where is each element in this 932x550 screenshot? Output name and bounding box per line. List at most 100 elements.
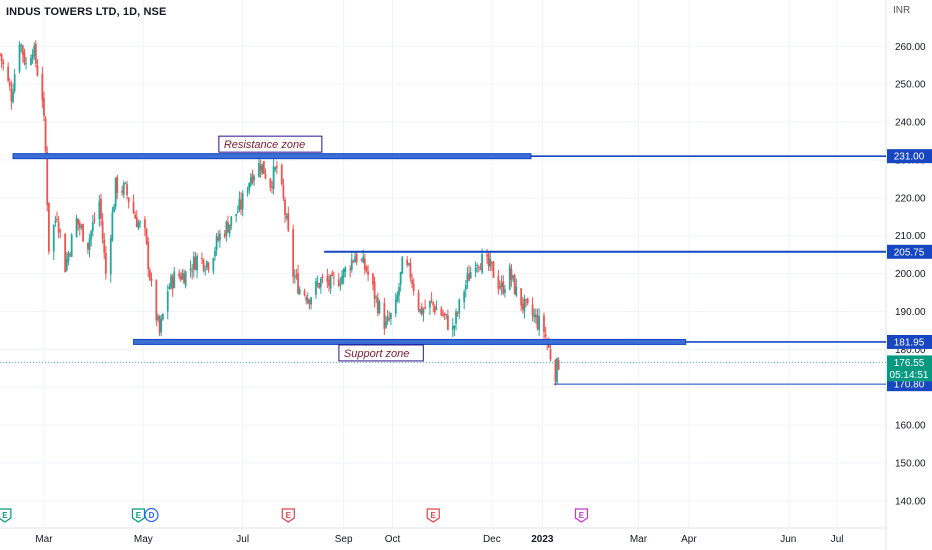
candle-body (502, 281, 505, 294)
candle-body (150, 279, 153, 281)
candle-body (275, 165, 278, 168)
candle-body (93, 219, 96, 221)
x-tick-label: Jul (236, 534, 249, 545)
support-price-label: 181.95 (894, 337, 925, 348)
candle-body (383, 303, 386, 330)
candle-body (399, 271, 402, 285)
earnings-icon[interactable] (0, 508, 12, 523)
candle-body (523, 298, 526, 312)
candle-body (316, 282, 319, 284)
candle-body (298, 289, 301, 294)
candle-body (253, 176, 255, 181)
y-tick-label: 160.00 (895, 421, 926, 432)
candle-body (445, 314, 448, 316)
candle-body (499, 286, 501, 289)
y-tick-label: 150.00 (895, 458, 926, 469)
candle-body (240, 199, 242, 210)
candle-body (469, 272, 472, 279)
candle-body (554, 360, 557, 382)
earnings-icon[interactable] (281, 508, 295, 523)
candle-body (139, 221, 141, 223)
candle-body (2, 61, 5, 65)
candle-body (419, 309, 422, 313)
candle-body (25, 63, 27, 65)
candle-body (386, 316, 389, 322)
event-label: D (149, 511, 155, 520)
candle-body (315, 281, 317, 295)
candle-body (271, 186, 273, 188)
candle-body (65, 258, 68, 271)
event-label: E (136, 511, 142, 520)
candle-body (179, 276, 182, 281)
y-tick-label: 200.00 (895, 269, 926, 280)
candle-body (385, 321, 387, 328)
candle-body (47, 202, 50, 252)
candle-body (533, 314, 536, 318)
candle-body (352, 261, 355, 263)
candle-body (272, 166, 275, 189)
candle-body (7, 66, 10, 81)
event-label: E (579, 511, 585, 520)
candle-body (0, 54, 3, 61)
candle-body (534, 314, 537, 318)
candle-body (30, 57, 32, 65)
candle-body (407, 263, 410, 265)
annotation-text: Resistance zone (224, 139, 305, 151)
candle-body (409, 262, 412, 278)
candle-body (549, 349, 552, 360)
candle-body (282, 185, 285, 199)
x-tick-label: May (134, 534, 153, 545)
candle-body (127, 197, 130, 203)
candle-body (20, 44, 23, 46)
candle-body (264, 173, 267, 179)
earnings-icon[interactable] (426, 508, 440, 523)
candle-body (521, 303, 524, 309)
candle-body (178, 273, 181, 277)
candle-body (132, 201, 135, 214)
y-tick-label: 210.00 (895, 231, 926, 242)
x-tick-label: Oct (385, 534, 401, 545)
candle-body (212, 258, 215, 272)
candle-body (214, 250, 216, 257)
candle-body (417, 292, 420, 311)
candle-body (525, 299, 527, 301)
candle-body (430, 299, 433, 301)
candle-body (440, 308, 443, 316)
mid-resistance-price-tag (887, 244, 932, 259)
candle-body (319, 278, 322, 288)
candle-body (181, 273, 184, 280)
candle-body (476, 265, 479, 267)
candle-body (13, 74, 16, 92)
candle-body (355, 254, 358, 262)
candle-body (166, 291, 169, 312)
candle-body (306, 298, 309, 303)
candle-body (329, 275, 332, 289)
candle-body (388, 318, 391, 320)
candle-body (155, 280, 158, 321)
earnings-icon[interactable] (574, 508, 589, 523)
event-label: E (2, 511, 8, 520)
candle-body (354, 256, 356, 263)
candle-body (36, 65, 39, 76)
candle-body (375, 296, 378, 298)
x-tick-label: Apr (681, 534, 697, 545)
candle-body (77, 218, 80, 225)
candle-body (90, 230, 93, 239)
candle-body (531, 304, 534, 316)
candle-body (98, 201, 101, 220)
candle-body (367, 271, 369, 275)
candle-body (401, 257, 404, 274)
candle-body (308, 299, 311, 305)
dividend-icon[interactable] (144, 507, 159, 523)
candle-body (0, 53, 1, 55)
y-tick-label: 240.00 (895, 118, 926, 129)
earnings-icon[interactable] (131, 508, 146, 523)
candle-body (487, 254, 490, 267)
candle-body (372, 273, 374, 285)
y-tick-label: 220.00 (895, 193, 926, 204)
candle-body (161, 313, 164, 320)
candle-body (44, 118, 47, 152)
candle-body (508, 266, 511, 290)
candle-body (451, 325, 454, 330)
